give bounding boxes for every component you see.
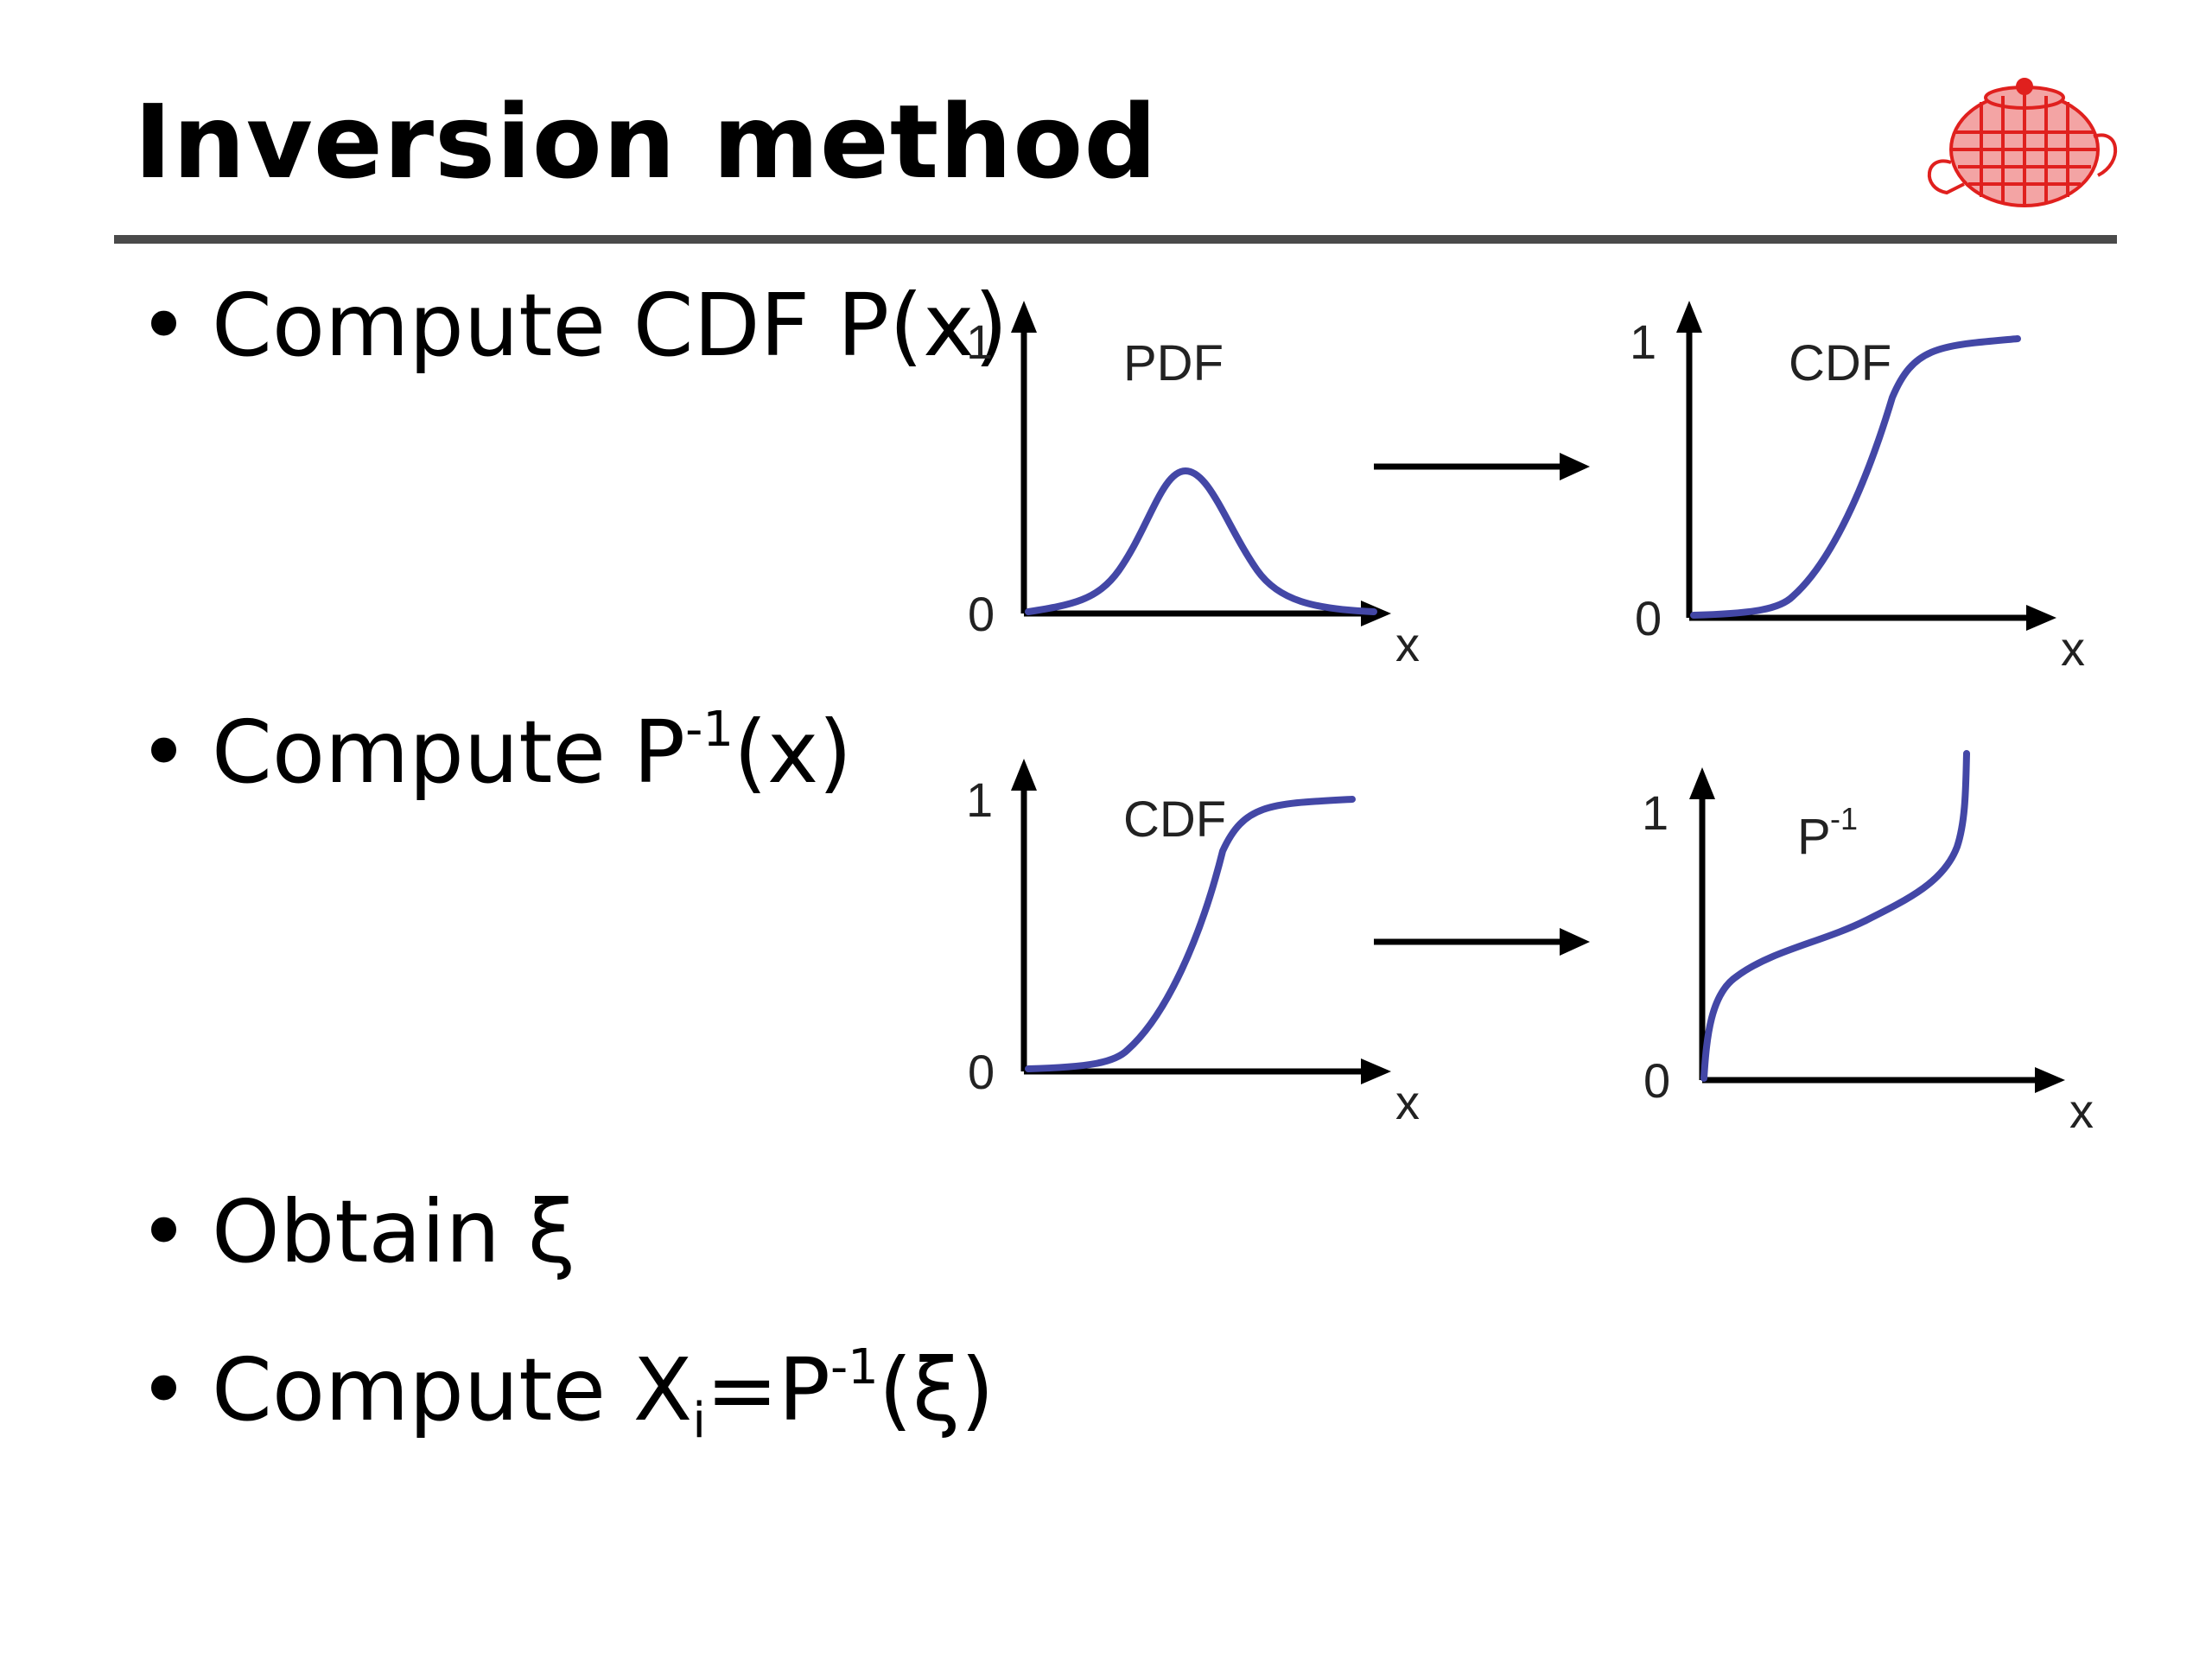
bullet-text: Compute CDF P(x) xyxy=(212,275,1008,376)
x-axis-arrow-icon xyxy=(1361,1058,1391,1084)
cdf-curve xyxy=(1025,796,1356,1072)
right-arrow-icon xyxy=(1374,928,1590,956)
x-axis-arrow-icon xyxy=(2026,605,2056,631)
x-axis-label: x xyxy=(1395,1075,1420,1129)
bullet-superscript: -1 xyxy=(830,1339,879,1395)
title-divider xyxy=(114,235,2117,244)
bullet-dot: • xyxy=(138,1339,189,1440)
plot-label: CDF xyxy=(1123,791,1226,848)
y-tick-zero: 0 xyxy=(1635,591,1662,645)
teapot-logo-icon xyxy=(1927,78,2118,207)
right-arrow-icon xyxy=(1374,453,1590,480)
y-tick-zero: 0 xyxy=(968,587,995,641)
plot-label: CDF xyxy=(1789,335,1891,391)
y-tick-top: 1 xyxy=(966,315,993,369)
y-tick-top: 1 xyxy=(966,772,993,827)
bullet-obtain-xi: • Obtain ξ xyxy=(138,1181,575,1282)
bullet-subscript: i xyxy=(692,1393,706,1449)
cdf-plot-top: 1 0 CDF x xyxy=(1630,301,2085,676)
plot-label: P xyxy=(1797,809,1831,865)
plot-label: PDF xyxy=(1123,335,1224,391)
cdf-curve xyxy=(1690,335,2021,619)
y-tick-top: 1 xyxy=(1630,315,1656,369)
bullet-dot: • xyxy=(138,275,189,376)
bullet-compute-xi: • Compute Xi=P-1(ξ) xyxy=(138,1339,995,1449)
bullet-dot: • xyxy=(138,702,189,803)
x-axis-arrow-icon xyxy=(2035,1067,2065,1093)
x-axis-label: x xyxy=(2069,1084,2094,1138)
y-tick-zero: 0 xyxy=(1643,1053,1670,1108)
bullet-text: Obtain ξ xyxy=(212,1181,576,1282)
bullet-compute-inverse: • Compute P-1(x) xyxy=(138,702,852,803)
y-tick-top: 1 xyxy=(1642,785,1669,840)
cdf-plot-bottom: 1 0 CDF x xyxy=(966,759,1420,1129)
bullet-compute-cdf: • Compute CDF P(x) xyxy=(138,275,1007,376)
bullet-text-pre: Compute X xyxy=(212,1339,693,1440)
bullet-text-post: (ξ) xyxy=(878,1339,995,1440)
y-axis-arrow-icon xyxy=(1011,759,1037,791)
y-axis-arrow-icon xyxy=(1676,301,1702,333)
pdf-plot: 1 0 PDF x xyxy=(966,301,1420,671)
bullet-text-post: (x) xyxy=(733,702,853,803)
y-axis-arrow-icon xyxy=(1011,301,1037,333)
y-axis-arrow-icon xyxy=(1689,767,1715,799)
inverse-cdf-curve xyxy=(1700,750,1970,1082)
pdf-curve xyxy=(1025,467,1377,615)
slide-title: Inversion method xyxy=(134,82,1158,201)
x-axis-label: x xyxy=(1395,617,1420,671)
bullet-text-mid: =P xyxy=(705,1339,830,1440)
inverse-cdf-plot: 1 0 P -1 x xyxy=(1642,750,2094,1138)
bullet-superscript: -1 xyxy=(685,702,734,758)
bullet-dot: • xyxy=(138,1181,189,1282)
x-axis-label: x xyxy=(2061,621,2085,676)
bullet-text-pre: Compute P xyxy=(212,702,686,803)
y-tick-zero: 0 xyxy=(968,1045,995,1099)
plot-label-superscript: -1 xyxy=(1830,801,1858,836)
